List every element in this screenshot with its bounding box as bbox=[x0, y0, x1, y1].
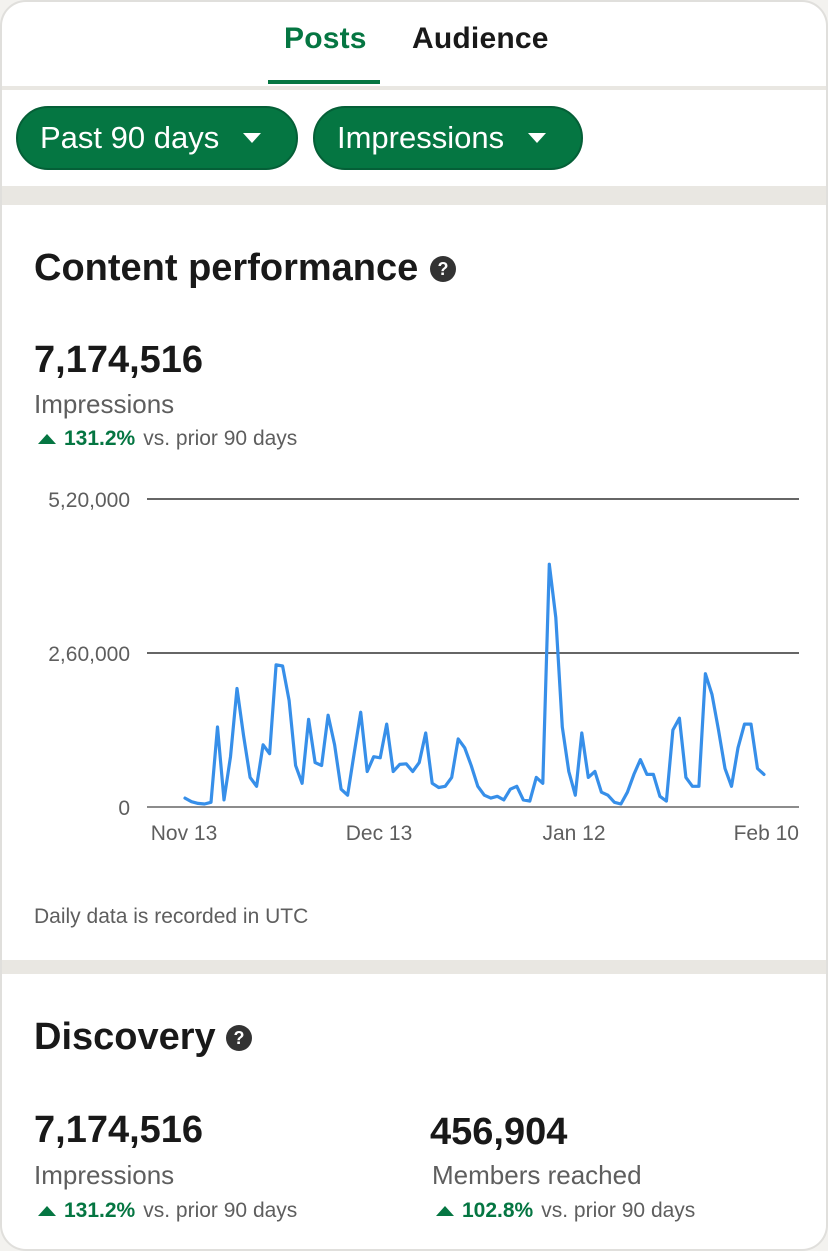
trend-up-icon bbox=[38, 434, 56, 444]
filter-bar: Past 90 days Impressions bbox=[2, 90, 826, 186]
impressions-label: Impressions bbox=[34, 389, 175, 419]
content-performance-card: Content performance ? 7,174,516 Impressi… bbox=[2, 205, 826, 960]
delta-percent: 102.8% bbox=[462, 1199, 534, 1222]
series-line-impressions bbox=[183, 562, 766, 806]
discovery-impressions-delta: 131.2% vs. prior 90 days bbox=[38, 1199, 297, 1223]
delta-percent: 131.2% bbox=[64, 427, 136, 450]
metric-dropdown[interactable]: Impressions bbox=[313, 106, 583, 170]
trend-up-icon bbox=[436, 1206, 454, 1216]
help-icon[interactable]: ? bbox=[430, 256, 456, 282]
discovery-title: Discovery bbox=[34, 1016, 216, 1058]
tab-audience[interactable]: Audience bbox=[412, 22, 549, 55]
discovery-card: Discovery ? 7,174,516 Impressions 131.2%… bbox=[2, 974, 826, 1249]
delta-text: vs. prior 90 days bbox=[143, 1199, 298, 1222]
members-reached-delta: 102.8% vs. prior 90 days bbox=[436, 1199, 695, 1223]
delta-text: vs. prior 90 days bbox=[541, 1199, 696, 1222]
date-range-dropdown[interactable]: Past 90 days bbox=[16, 106, 298, 170]
content-performance-title: Content performance bbox=[34, 247, 419, 289]
tab-bar: Posts Audience bbox=[2, 2, 826, 86]
metric-label: Impressions bbox=[337, 120, 505, 155]
members-reached-value: 456,904 bbox=[430, 1111, 568, 1153]
impressions-chart: 5,20,000 2,60,000 0 Nov 13 Dec 13 Jan 12 Feb 1… bbox=[48, 489, 799, 845]
discovery-impressions-value: 7,174,516 bbox=[34, 1109, 204, 1151]
members-reached-label: Members reached bbox=[432, 1160, 642, 1190]
y-tick-label: 0 bbox=[118, 797, 130, 820]
delta-percent: 131.2% bbox=[64, 1199, 136, 1222]
trend-up-icon bbox=[38, 1206, 56, 1216]
caret-down-icon bbox=[528, 133, 547, 143]
y-tick-label: 2,60,000 bbox=[48, 643, 130, 666]
y-tick-label: 5,20,000 bbox=[48, 489, 130, 512]
x-tick-label: Nov 13 bbox=[151, 822, 218, 845]
tab-posts[interactable]: Posts bbox=[284, 22, 367, 55]
impressions-total: 7,174,516 bbox=[34, 339, 204, 381]
delta-text: vs. prior 90 days bbox=[143, 427, 298, 450]
discovery-impressions-label: Impressions bbox=[34, 1160, 175, 1190]
x-tick-label: Jan 12 bbox=[542, 822, 605, 845]
caret-down-icon bbox=[243, 133, 262, 143]
impressions-delta: 131.2% vs. prior 90 days bbox=[38, 427, 297, 451]
x-tick-label: Feb 10 bbox=[734, 822, 799, 845]
active-tab-indicator bbox=[268, 80, 380, 84]
date-range-label: Past 90 days bbox=[40, 120, 220, 155]
help-icon[interactable]: ? bbox=[226, 1025, 252, 1051]
utc-footnote: Daily data is recorded in UTC bbox=[34, 905, 309, 928]
x-tick-label: Dec 13 bbox=[346, 822, 413, 845]
